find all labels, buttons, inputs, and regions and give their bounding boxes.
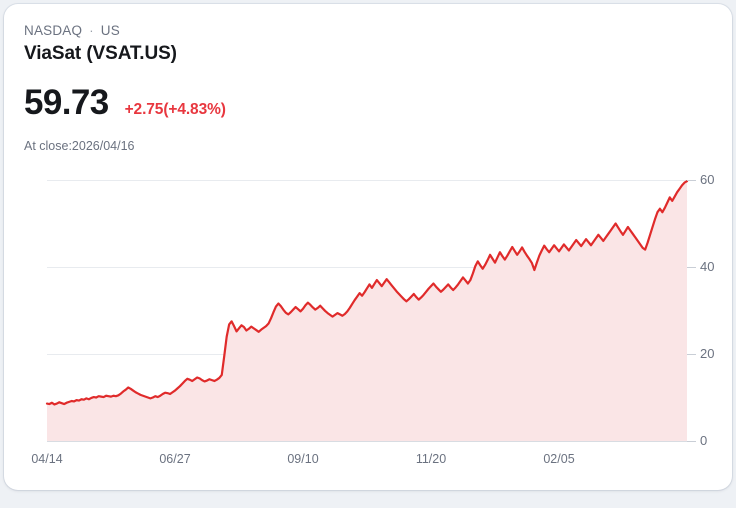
y-tick-label: 40: [700, 259, 714, 274]
exchange-label: NASDAQ: [24, 23, 83, 38]
y-tick-label: 60: [700, 172, 714, 187]
price-area-fill: [47, 181, 687, 442]
last-price: 59.73: [24, 83, 109, 122]
exchange-line: NASDAQ · US: [24, 22, 624, 39]
x-tick-label: 11/20: [416, 452, 446, 466]
close-info: At close:2026/04/16: [24, 139, 135, 153]
price-line: [45, 180, 689, 406]
region-label: US: [100, 23, 120, 38]
y-tick-label: 20: [700, 346, 714, 361]
x-axis-ticks: 04/14 06/27 09/10 11/20 02/05: [31, 452, 574, 466]
price-chart[interactable]: 0 20 40 60 04/14 06/27 09/10 11/20 02/05: [4, 164, 732, 484]
x-tick-label: 06/27: [159, 452, 190, 466]
x-tick-label: 02/05: [543, 452, 574, 466]
y-axis-ticks: 0 20 40 60: [687, 172, 714, 448]
x-tick-label: 09/10: [287, 452, 318, 466]
separator-dot: ·: [89, 23, 94, 38]
page-title: ViaSat (VSAT.US): [24, 43, 177, 64]
price-change: +2.75(+4.83%): [124, 101, 226, 118]
quote-row: 59.73 +2.75(+4.83%): [24, 84, 624, 122]
x-tick-label: 04/14: [31, 452, 62, 466]
y-tick-label: 0: [700, 433, 707, 448]
stock-quote-card: NASDAQ · US ViaSat (VSAT.US) 59.73 +2.75…: [4, 4, 732, 490]
quote-header: NASDAQ · US ViaSat (VSAT.US) 59.73 +2.75…: [24, 22, 624, 154]
price-chart-svg[interactable]: 0 20 40 60 04/14 06/27 09/10 11/20 02/05: [4, 164, 732, 484]
